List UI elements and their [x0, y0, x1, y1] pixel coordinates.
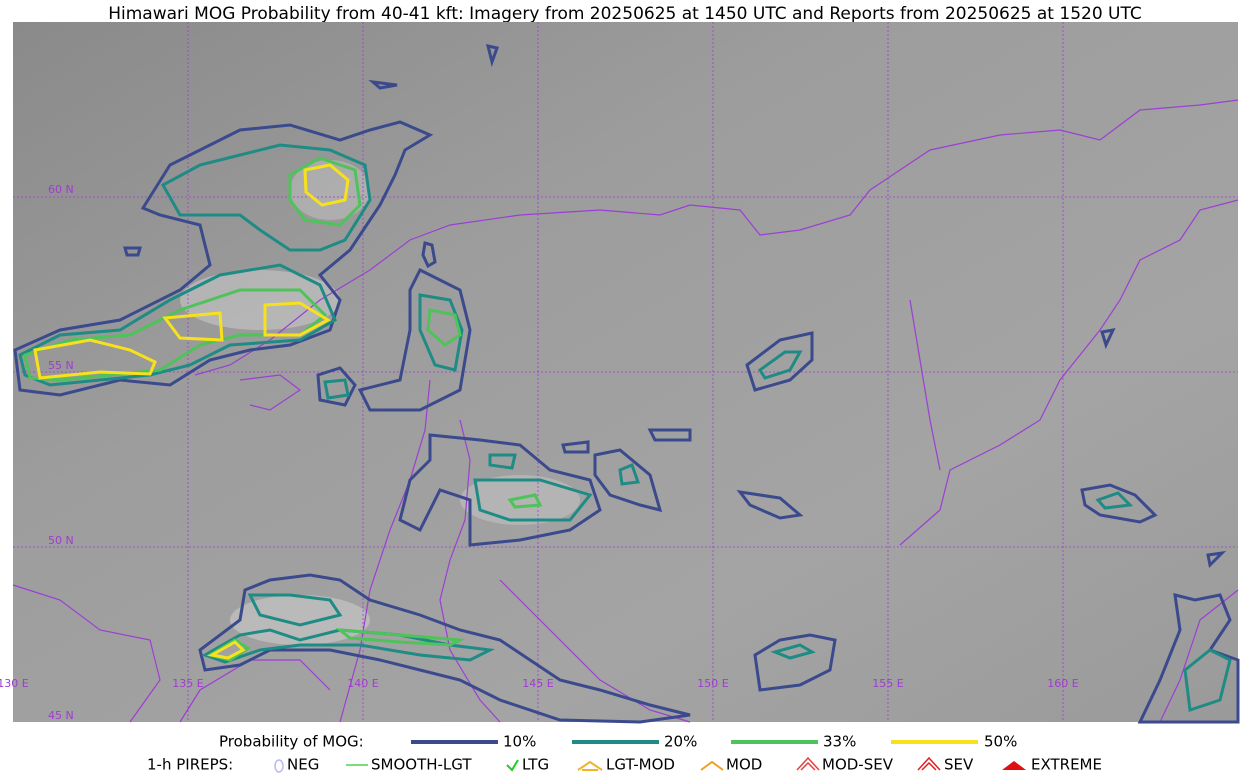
legend-title: Probability of MOG:: [219, 733, 364, 751]
legend-label: NEG: [287, 756, 319, 774]
legend-label: SEV: [944, 756, 974, 774]
lon-label: 160 E: [1047, 677, 1078, 690]
lat-label: 60 N: [48, 183, 74, 196]
legend-label: 33%: [823, 733, 856, 751]
lon-label: 140 E: [347, 677, 378, 690]
legend-pireps: 1-h PIREPS: NEG SMOOTH-LGT LTG LGT-MOD M…: [147, 756, 1102, 774]
neg-symbol: [274, 759, 284, 773]
legend-label: EXTREME: [1031, 756, 1102, 774]
mog-contours: [13, 44, 1240, 724]
lon-label: 150 E: [697, 677, 728, 690]
map: 60 N 55 N 50 N 45 N 130 E 135 E 140 E 14…: [0, 22, 1240, 724]
legend-label: LGT-MOD: [606, 756, 675, 774]
legend-label: 20%: [664, 733, 697, 751]
legend-label: MOD: [726, 756, 762, 774]
ltg-symbol: [506, 759, 519, 772]
lat-label: 50 N: [48, 534, 74, 547]
legend-label: 50%: [984, 733, 1017, 751]
lon-label: 145 E: [522, 677, 553, 690]
sev-symbol: [917, 756, 941, 771]
lon-label: 155 E: [872, 677, 903, 690]
mod-sev-symbol: [796, 756, 820, 771]
legend-label: LTG: [522, 756, 549, 774]
legend-label: SMOOTH-LGT: [371, 756, 472, 774]
extreme-symbol: [1002, 761, 1026, 770]
legend-probability: Probability of MOG: 10% 20% 33% 50%: [219, 733, 1017, 751]
lon-label: 130 E: [0, 677, 29, 690]
lat-label: 45 N: [48, 709, 74, 722]
lat-label: 55 N: [48, 359, 74, 372]
title: Himawari MOG Probability from 40-41 kft:…: [108, 4, 1142, 24]
coastlines: [12, 99, 1239, 723]
mod-symbol: [700, 760, 724, 771]
legend-label: 10%: [503, 733, 536, 751]
lon-label: 135 E: [172, 677, 203, 690]
legend-title: 1-h PIREPS:: [147, 756, 233, 774]
legend-label: MOD-SEV: [822, 756, 894, 774]
lgt-mod-symbol: [577, 760, 603, 771]
